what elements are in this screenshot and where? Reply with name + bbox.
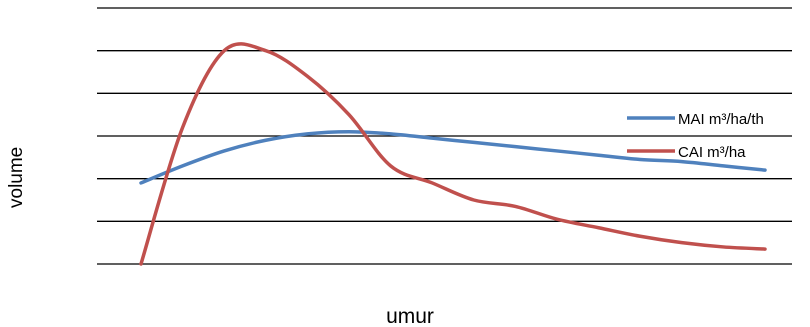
legend-label-cai: CAI m³/ha <box>678 144 746 161</box>
series-lines <box>139 42 767 266</box>
series-line-mai <box>139 129 767 185</box>
x-axis-label: umur <box>386 305 434 327</box>
series-line-cai <box>139 42 767 266</box>
y-axis-label: volume <box>6 147 27 208</box>
legend-label-mai: MAI m³/ha/th <box>678 111 764 128</box>
gridlines <box>97 7 792 265</box>
legend: MAI m³/ha/th CAI m³/ha <box>627 111 764 161</box>
